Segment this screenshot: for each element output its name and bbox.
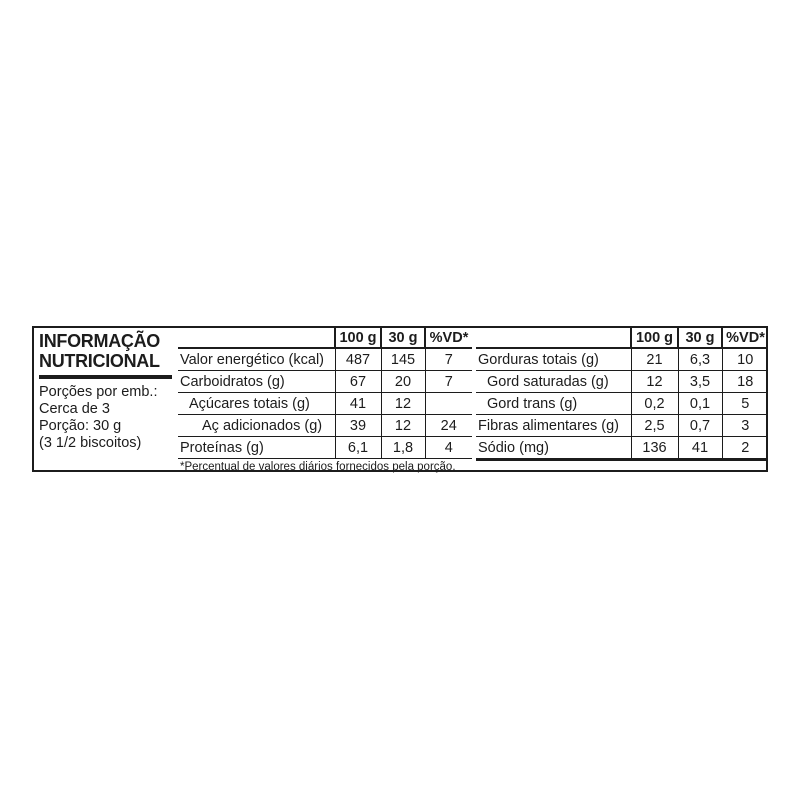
table-row-total-sugars: Açúcares totais (g) 41 12 [178,392,472,415]
value-vd [424,392,472,415]
label-info-column: INFORMAÇÃO NUTRICIONAL Porções por emb.:… [34,328,177,470]
label-title: INFORMAÇÃO NUTRICIONAL [39,331,173,371]
servings-per-package-label: Porções por emb.: [39,384,158,400]
value-vd: 18 [721,370,768,393]
nutrient-name: Sódio (mg) [476,436,631,461]
nutrient-name: Aç adicionados (g) [178,414,335,437]
value-vd: 10 [721,348,768,371]
table-row-fiber: Fibras alimentares (g) 2,5 0,7 3 [476,414,768,437]
table-header-row: 100 g 30 g %VD* [178,328,472,349]
table-row-carbs: Carboidratos (g) 67 20 7 [178,370,472,393]
nutrition-table-right: 100 g 30 g %VD* Gorduras totais (g) 21 6… [476,328,768,461]
table-row-trans-fat: Gord trans (g) 0,2 0,1 5 [476,392,768,415]
servings-per-package-value: Cerca de 3 [39,401,110,417]
value-vd: 24 [424,414,472,437]
value-100g: 0,2 [630,392,678,415]
header-vd: %VD* [424,328,472,349]
serving-size: Porção: 30 g [39,418,122,434]
nutrient-name: Fibras alimentares (g) [476,414,631,437]
header-100g: 100 g [334,328,381,349]
value-vd: 4 [424,436,472,459]
nutrition-table-left-section: 100 g 30 g %VD* Valor energético (kcal) … [178,328,472,473]
value-vd: 7 [424,348,472,371]
value-vd: 2 [721,436,768,461]
value-100g: 2,5 [630,414,678,437]
nutrient-name: Gorduras totais (g) [476,348,631,371]
value-100g: 12 [630,370,678,393]
table-row-sodium: Sódio (mg) 136 41 2 [476,436,768,461]
label-title-line1: INFORMAÇÃO [39,331,160,351]
nutrition-table-left: 100 g 30 g %VD* Valor energético (kcal) … [178,328,472,459]
value-100g: 6,1 [334,436,381,459]
value-100g: 136 [630,436,678,461]
value-30g: 12 [380,392,425,415]
nutrient-name: Valor energético (kcal) [178,348,335,371]
value-30g: 20 [380,370,425,393]
serving-size-detail: (3 1/2 biscoitos) [39,435,142,451]
daily-values-footnote: *Percentual de valores diários fornecido… [180,461,456,473]
value-30g: 0,7 [677,414,722,437]
title-divider-bar [39,375,172,379]
nutrition-label: INFORMAÇÃO NUTRICIONAL Porções por emb.:… [32,326,768,473]
value-100g: 41 [334,392,381,415]
nutrient-name: Gord saturadas (g) [476,370,631,393]
header-100g: 100 g [630,328,678,349]
value-30g: 145 [380,348,425,371]
nutrient-name: Proteínas (g) [178,436,335,459]
nutrient-name: Açúcares totais (g) [178,392,335,415]
header-30g: 30 g [677,328,722,349]
table-row-total-fat: Gorduras totais (g) 21 6,3 10 [476,348,768,371]
nutrient-name: Gord trans (g) [476,392,631,415]
nutrient-name: Carboidratos (g) [178,370,335,393]
value-vd: 5 [721,392,768,415]
nutrition-table-right-section: 100 g 30 g %VD* Gorduras totais (g) 21 6… [476,328,768,470]
value-30g: 1,8 [380,436,425,459]
value-30g: 6,3 [677,348,722,371]
table-row-energy: Valor energético (kcal) 487 145 7 [178,348,472,371]
table-row-added-sugars: Aç adicionados (g) 39 12 24 [178,414,472,437]
value-100g: 39 [334,414,381,437]
value-100g: 21 [630,348,678,371]
header-30g: 30 g [380,328,425,349]
table-row-saturated-fat: Gord saturadas (g) 12 3,5 18 [476,370,768,393]
value-30g: 41 [677,436,722,461]
value-30g: 3,5 [677,370,722,393]
header-empty-cell [178,328,335,349]
value-vd: 3 [721,414,768,437]
value-100g: 67 [334,370,381,393]
header-empty-cell [476,328,631,349]
value-30g: 0,1 [677,392,722,415]
value-100g: 487 [334,348,381,371]
table-header-row: 100 g 30 g %VD* [476,328,768,349]
header-vd: %VD* [721,328,768,349]
label-title-line2: NUTRICIONAL [39,351,160,371]
table-row-protein: Proteínas (g) 6,1 1,8 4 [178,436,472,459]
value-vd: 7 [424,370,472,393]
value-30g: 12 [380,414,425,437]
